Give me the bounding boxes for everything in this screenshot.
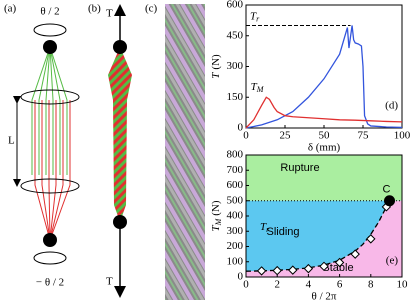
x-tick-label: 25 <box>280 130 292 142</box>
y-tick-label: 100 <box>227 255 244 267</box>
clamp-ring <box>20 89 80 105</box>
data-point <box>303 263 314 274</box>
strand <box>49 46 54 175</box>
y-tick-label: 600 <box>227 179 244 191</box>
y-tick-label: 0 <box>238 271 244 283</box>
clamp-ring <box>20 178 80 194</box>
region-label: Sliding <box>266 226 299 238</box>
strand <box>48 100 51 241</box>
reference-label: Tr <box>260 220 270 233</box>
data-point <box>256 266 267 276</box>
data-point <box>366 234 376 244</box>
data-point <box>384 195 396 207</box>
x-tick-label: 50 <box>319 130 331 142</box>
diagram: (a) θ / 2 − θ / 2 L (b) T T (c) <box>4 3 205 300</box>
x-tick-label: 4 <box>306 279 312 291</box>
strands <box>31 46 71 241</box>
strand <box>49 100 64 241</box>
region-label: Stable <box>322 262 353 274</box>
angle-label: − θ / 2 <box>36 277 64 289</box>
annotation-sub: M <box>256 85 265 94</box>
y-axis-label-main: T <box>210 72 222 79</box>
force-label: T <box>106 8 113 20</box>
reference-label: Tr <box>250 10 260 23</box>
data-point <box>350 249 360 259</box>
node <box>43 233 57 247</box>
panel-label: (e) <box>386 255 399 267</box>
data-line <box>245 96 403 129</box>
data-point <box>319 261 329 272</box>
rotation <box>33 251 67 265</box>
plot-frame <box>245 4 403 129</box>
y-tick-label: 200 <box>227 240 244 252</box>
rotation <box>33 23 67 37</box>
force-label: T <box>106 276 113 288</box>
x-axis-label: θ / 2π <box>312 291 337 303</box>
y-tick-label: 150 <box>227 91 244 103</box>
reference-label-sub: r <box>266 225 270 234</box>
strand <box>49 100 57 241</box>
y-axis-label-sub: M <box>214 217 223 226</box>
strand <box>41 100 51 241</box>
x-tick-label: 6 <box>337 279 343 291</box>
region <box>246 155 402 201</box>
angle-label: θ / 2 <box>40 6 59 18</box>
strand <box>38 46 51 175</box>
region-label: Rupture <box>280 162 319 174</box>
data-point <box>272 265 282 276</box>
reference-label-main: T <box>250 10 257 22</box>
strand <box>49 46 68 175</box>
reference-label-main: T <box>260 220 267 232</box>
node <box>113 40 127 54</box>
y-tick-label: 600 <box>227 0 244 11</box>
point-label: C <box>383 184 391 196</box>
y-tick-label: 0 <box>238 122 244 134</box>
panel-label: (b) <box>88 3 101 15</box>
y-tick-label: 500 <box>227 194 244 206</box>
strand <box>31 46 51 175</box>
data-point <box>334 257 345 268</box>
x-tick-label: 100 <box>394 130 411 142</box>
plot-frame <box>245 154 403 278</box>
photo <box>165 4 205 300</box>
length-label: L <box>8 135 15 147</box>
reference-label-sub: r <box>256 14 260 23</box>
y-axis-label: TM(N) <box>210 200 223 231</box>
x-tick-label: 10 <box>397 279 409 291</box>
data-point <box>288 265 298 275</box>
annotation-main: T <box>251 81 258 93</box>
region <box>246 200 402 277</box>
strand <box>34 100 51 241</box>
node <box>43 40 57 54</box>
x-tick-label: 2 <box>274 279 280 291</box>
panel-label: (a) <box>4 3 17 15</box>
strand <box>49 100 71 241</box>
y-axis-label: T (N) <box>210 54 222 79</box>
x-axis-label: δ (mm) <box>308 142 341 154</box>
panel-label: (c) <box>145 3 158 15</box>
y-tick-label: 800 <box>227 149 244 161</box>
y-tick-label: 700 <box>227 164 244 176</box>
y-tick-label: 400 <box>227 210 244 222</box>
node <box>113 215 127 229</box>
y-axis-label-main: T <box>210 225 222 232</box>
strand <box>45 46 51 175</box>
y-axis-label-unit: (N) <box>210 54 222 70</box>
x-tick-label: 8 <box>368 279 374 291</box>
y-axis-label-unit: (N) <box>210 200 222 216</box>
x-tick-label: 0 <box>243 130 249 142</box>
y-tick-label: 300 <box>227 225 244 237</box>
panel-label: (d) <box>385 100 398 112</box>
strand <box>49 46 61 175</box>
y-tick-label: 300 <box>227 60 244 72</box>
annotation: TM <box>251 81 265 94</box>
x-tick-label: 75 <box>358 130 370 142</box>
data-line <box>245 25 403 129</box>
x-tick-label: 0 <box>243 279 249 291</box>
y-tick-label: 450 <box>227 29 244 41</box>
twisted-strand <box>108 47 132 222</box>
